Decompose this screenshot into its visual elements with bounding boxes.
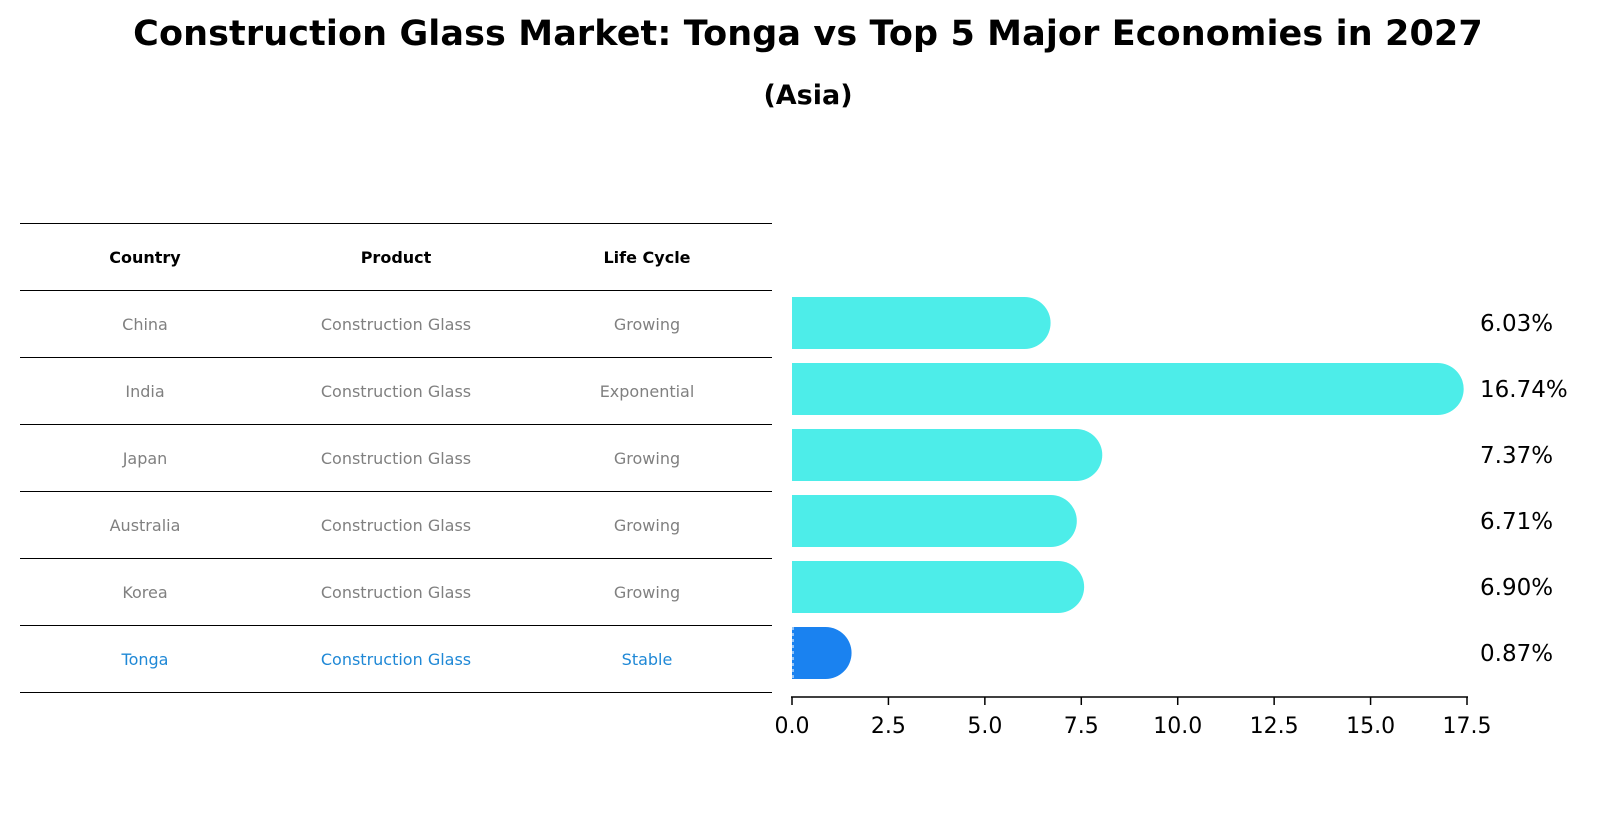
header-product: Product xyxy=(360,247,432,267)
cell-country: Tonga xyxy=(121,649,169,669)
bar-korea xyxy=(792,561,1085,613)
cell-product: Construction Glass xyxy=(320,649,472,669)
bar-tonga xyxy=(792,627,852,679)
x-tick-label: 10.0 xyxy=(1153,714,1202,739)
table-row: Australia Construction Glass Growing xyxy=(20,492,772,559)
cell-country: Australia xyxy=(109,515,181,535)
cell-life-cycle: Growing xyxy=(613,515,681,535)
header-country: Country xyxy=(109,247,181,267)
x-tick-label: 2.5 xyxy=(871,714,906,739)
table-row: Japan Construction Glass Growing xyxy=(20,425,772,492)
table-row: Korea Construction Glass Growing xyxy=(20,559,772,626)
cell-product: Construction Glass xyxy=(320,582,472,602)
table-row: China Construction Glass Growing xyxy=(20,291,772,358)
chart-title: Construction Glass Market: Tonga vs Top … xyxy=(133,14,1483,54)
value-label-japan: 7.37% xyxy=(1480,443,1553,469)
x-tick-label: 15.0 xyxy=(1346,714,1395,739)
x-tick-label: 12.5 xyxy=(1250,714,1299,739)
cell-life-cycle: Growing xyxy=(613,448,681,468)
cell-life-cycle: Exponential xyxy=(599,381,695,401)
value-label-australia: 6.71% xyxy=(1480,509,1553,535)
x-tick-label: 7.5 xyxy=(1064,714,1099,739)
value-label-korea: 6.90% xyxy=(1480,575,1553,601)
market-table: Country Product Life Cycle China Constru… xyxy=(20,223,772,693)
header-life-cycle: Life Cycle xyxy=(603,247,691,267)
cell-product: Construction Glass xyxy=(320,314,472,334)
x-tick-label: 17.5 xyxy=(1443,714,1492,739)
chart-subtitle: (Asia) xyxy=(763,80,853,111)
bar-china xyxy=(792,297,1051,349)
cell-country: Japan xyxy=(122,448,168,468)
cell-life-cycle: Growing xyxy=(613,582,681,602)
cell-life-cycle: Stable xyxy=(621,649,673,669)
value-label-india: 16.74% xyxy=(1480,377,1568,403)
bar-japan xyxy=(792,429,1103,481)
bar-australia xyxy=(792,495,1077,547)
value-label-tonga: 0.87% xyxy=(1480,641,1553,667)
table-row-highlight: Tonga Construction Glass Stable xyxy=(20,626,772,693)
table-header-row: Country Product Life Cycle xyxy=(20,223,772,291)
cell-product: Construction Glass xyxy=(320,515,472,535)
value-label-china: 6.03% xyxy=(1480,311,1553,337)
x-tick-label: 0.0 xyxy=(775,714,810,739)
x-tick-label: 5.0 xyxy=(967,714,1002,739)
cell-country: India xyxy=(125,381,165,401)
cell-product: Construction Glass xyxy=(320,381,472,401)
cell-country: Korea xyxy=(122,582,168,602)
cell-product: Construction Glass xyxy=(320,448,472,468)
cell-country: China xyxy=(122,314,168,334)
cell-life-cycle: Growing xyxy=(613,314,681,334)
bar-india xyxy=(792,363,1464,415)
table-row: India Construction Glass Exponential xyxy=(20,358,772,425)
